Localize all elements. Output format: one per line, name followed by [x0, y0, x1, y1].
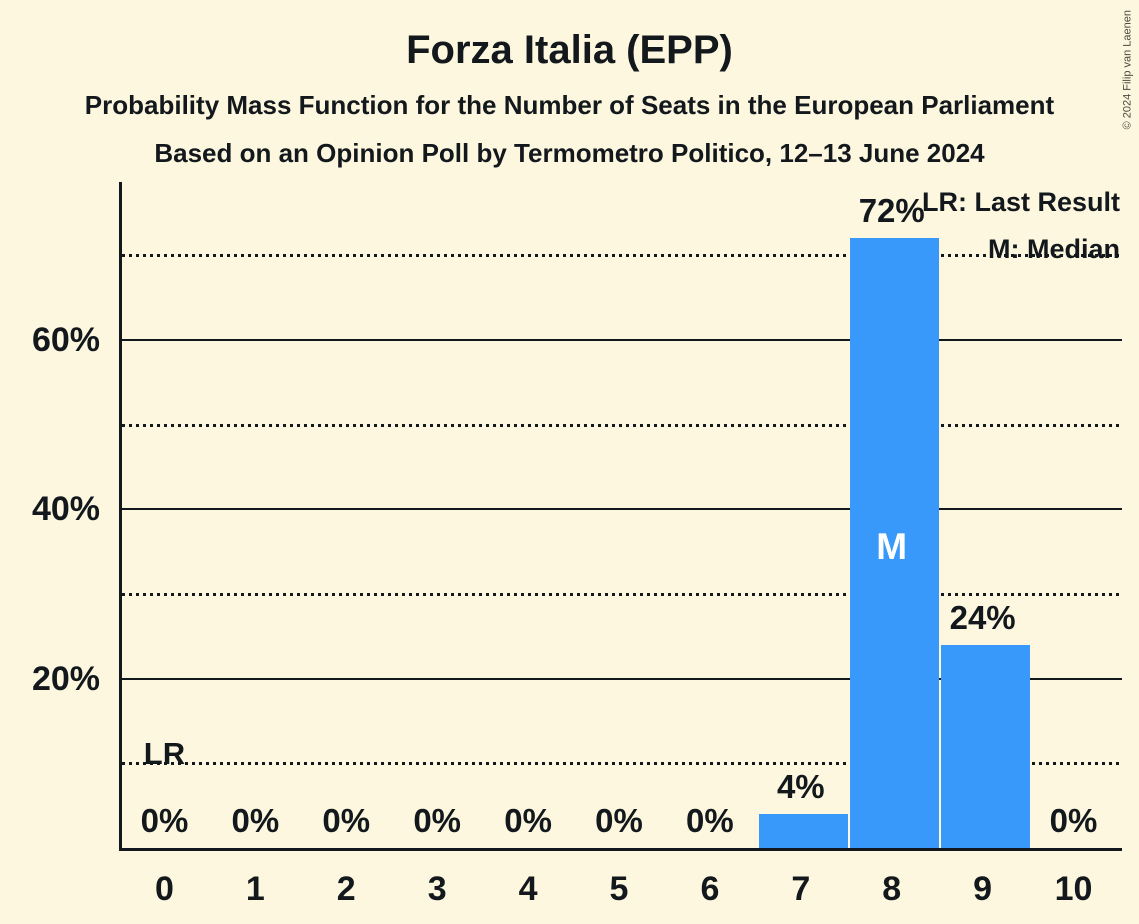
bar-value-label-4: 0%	[504, 802, 552, 839]
y-tick-20: 20%	[31, 659, 100, 698]
x-tick-9: 9	[973, 870, 993, 908]
bar-seats-8	[850, 238, 940, 848]
x-tick-3: 3	[427, 870, 447, 908]
bar-value-label-7: 4%	[776, 768, 825, 806]
x-tick-4: 4	[518, 870, 538, 908]
x-tick-5: 5	[609, 870, 629, 908]
bar-value-label-9: 24%	[949, 598, 1016, 636]
x-tick-0: 0	[154, 870, 174, 908]
gridline-dotted-30	[122, 592, 1122, 596]
last-result-marker: LR	[143, 736, 186, 771]
gridline-dotted-50	[122, 423, 1122, 427]
bar-seats-7	[759, 814, 849, 848]
legend-median: M: Median	[988, 234, 1120, 264]
x-tick-8: 8	[882, 870, 902, 908]
x-tick-7: 7	[791, 870, 811, 908]
bar-seats-9	[941, 644, 1031, 848]
bar-value-label-1: 0%	[231, 802, 280, 839]
median-marker: M	[876, 526, 908, 568]
chart-subtitle-poll: Based on an Opinion Poll by Termometro P…	[154, 138, 985, 168]
gridline-dotted-70	[122, 254, 1122, 258]
x-tick-10: 10	[1054, 870, 1093, 908]
bar-value-label-10: 0%	[1049, 802, 1098, 839]
gridline-solid-20	[122, 677, 1122, 680]
gridline-solid-60	[122, 338, 1122, 341]
y-tick-40: 40%	[31, 490, 100, 529]
bar-value-label-6: 0%	[686, 802, 734, 839]
chart-title: Forza Italia (EPP)	[406, 28, 733, 72]
bar-value-label-8: 72%	[858, 192, 925, 230]
legend-last-result: LR: Last Result	[921, 187, 1120, 217]
bar-value-label-5: 0%	[595, 802, 643, 839]
gridline-dotted-10	[122, 762, 1122, 766]
legend: LR: Last Result M: Median	[922, 184, 1120, 267]
x-tick-1: 1	[245, 870, 265, 908]
bar-value-label-2: 0%	[322, 802, 371, 839]
y-tick-60: 60%	[31, 320, 100, 359]
x-tick-2: 2	[336, 870, 356, 908]
chart-subtitle: Probability Mass Function for the Number…	[84, 90, 1055, 120]
bar-value-label-3: 0%	[413, 802, 462, 839]
gridline-solid-40	[122, 508, 1122, 511]
bar-value-label-0: 0%	[140, 802, 189, 839]
x-tick-6: 6	[700, 870, 720, 908]
plot-area	[119, 182, 1122, 851]
copyright-notice: © 2024 Filip van Laenen	[1121, 10, 1133, 130]
